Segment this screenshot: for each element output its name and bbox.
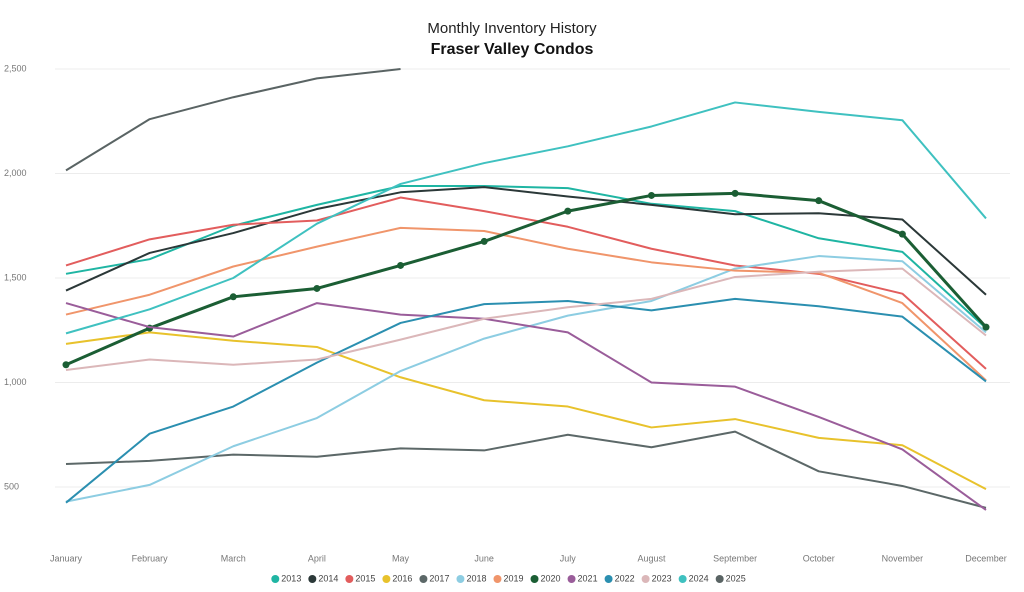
legend-label: 2023: [652, 573, 672, 583]
series-line: [65, 185, 987, 329]
series-line: [65, 101, 987, 335]
chart-subtitle: Fraser Valley Condos: [431, 41, 594, 58]
legend-marker: [308, 575, 317, 583]
x-tick-label: April: [308, 553, 326, 563]
series-line: [65, 255, 987, 503]
legend-label: 2020: [541, 573, 561, 583]
x-tick-label: November: [882, 553, 924, 563]
x-tick-label: February: [132, 553, 169, 563]
legend-marker: [715, 575, 724, 583]
legend-marker: [419, 575, 428, 583]
y-tick-label: 2,000: [4, 168, 27, 178]
legend-marker: [382, 575, 391, 583]
legend-marker: [641, 575, 650, 583]
point: [480, 237, 488, 245]
x-tick-label: October: [803, 553, 835, 563]
series-line: [65, 226, 987, 382]
series-line: [65, 302, 987, 511]
y-tick-label: 1,000: [4, 377, 27, 387]
legend-label: 2024: [689, 573, 709, 583]
series-line: [65, 430, 987, 509]
x-tick-label: August: [637, 553, 666, 563]
legend-label: 2022: [615, 573, 635, 583]
legend-label: 2015: [355, 573, 375, 583]
point: [898, 230, 906, 238]
legend-label: 2013: [281, 573, 301, 583]
series-line: [65, 267, 987, 371]
series-line: [65, 68, 401, 172]
legend-label: 2019: [503, 573, 523, 583]
legend-marker: [567, 575, 576, 583]
series-line: [65, 331, 987, 490]
point: [815, 197, 823, 205]
legend-label: 2021: [578, 573, 598, 583]
legend-label: 2016: [392, 573, 412, 583]
point: [982, 323, 990, 331]
series-line: [65, 186, 987, 296]
x-tick-label: January: [50, 553, 83, 563]
legend-marker: [493, 575, 502, 583]
legend-marker: [345, 575, 354, 583]
x-tick-label: March: [221, 553, 246, 563]
point: [229, 293, 237, 301]
point: [313, 284, 321, 292]
point: [731, 189, 739, 197]
point: [397, 261, 405, 269]
legend-marker: [604, 575, 613, 583]
legend-label: 2018: [466, 573, 486, 583]
series-line: [65, 191, 988, 367]
point: [62, 361, 70, 369]
x-tick-label: July: [560, 553, 577, 563]
legend-label: 2017: [429, 573, 449, 583]
y-tick-label: 2,500: [4, 63, 27, 73]
legend: 2013 2014 2015 2016 2017 2018 2019 2020 2021 2022…: [271, 573, 746, 583]
legend-label: 2025: [726, 573, 746, 583]
legend-marker: [271, 575, 280, 583]
x-tick-label: May: [392, 553, 410, 563]
series-line: [65, 297, 987, 504]
x-tick-label: September: [713, 553, 757, 563]
y-tick-label: 500: [4, 481, 19, 491]
y-tick-label: 1,500: [4, 272, 27, 282]
legend-marker: [530, 575, 539, 583]
point: [647, 191, 655, 199]
point: [564, 207, 572, 215]
chart-title: Monthly Inventory History: [427, 20, 597, 37]
x-tick-label: June: [474, 553, 494, 563]
x-tick-label: December: [965, 553, 1007, 563]
legend-marker: [456, 575, 465, 583]
legend-marker: [678, 575, 687, 583]
legend-label: 2014: [318, 573, 338, 583]
